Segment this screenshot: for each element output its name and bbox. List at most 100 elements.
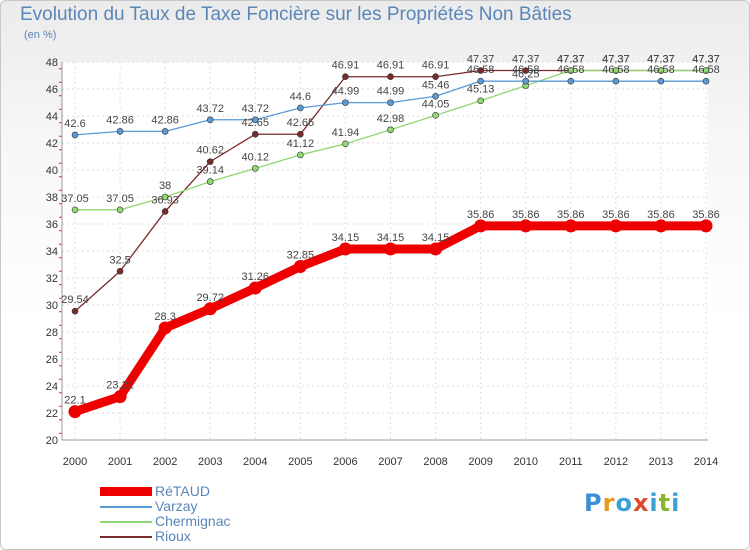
data-label-1: 46.58 bbox=[467, 64, 495, 76]
data-point-2 bbox=[477, 97, 484, 105]
data-point-1 bbox=[206, 116, 214, 124]
data-point-0 bbox=[68, 405, 82, 419]
legend-label-varzay: Varzay bbox=[155, 498, 198, 514]
x-tick-label: 2013 bbox=[649, 456, 673, 468]
data-point-1 bbox=[297, 104, 304, 112]
data-label-2: 47.37 bbox=[602, 54, 630, 66]
data-point-2 bbox=[612, 67, 620, 74]
y-tick-label: 44 bbox=[46, 111, 58, 123]
data-label-3: 47.37 bbox=[467, 54, 495, 66]
y-tick-label: 48 bbox=[46, 57, 58, 69]
legend-item-rioux: Rioux bbox=[100, 528, 300, 544]
data-point-1 bbox=[702, 77, 710, 85]
data-point-0 bbox=[293, 260, 307, 274]
data-label-1: 44.99 bbox=[332, 86, 360, 98]
data-label-1: 46.58 bbox=[602, 64, 630, 76]
legend-label-rioux: Rioux bbox=[155, 528, 191, 544]
data-label-1: 46.58 bbox=[512, 64, 540, 76]
data-point-3 bbox=[342, 73, 349, 81]
y-tick-label: 24 bbox=[46, 381, 58, 393]
y-tick-label: 22 bbox=[46, 408, 58, 420]
data-point-1 bbox=[612, 77, 620, 85]
data-point-0 bbox=[113, 390, 127, 404]
data-label-3: 47.37 bbox=[512, 54, 540, 66]
data-label-3: 47.37 bbox=[602, 54, 630, 66]
legend-label-retaud: RéTAUD bbox=[155, 483, 210, 499]
data-label-2: 37.05 bbox=[61, 193, 89, 205]
data-label-3: 47.37 bbox=[647, 54, 675, 66]
data-point-2 bbox=[432, 112, 439, 119]
legend: RéTAUD Varzay Chermignac Rioux bbox=[100, 483, 300, 544]
data-point-0 bbox=[609, 219, 623, 233]
data-label-1: 43.72 bbox=[242, 103, 270, 115]
data-label-0: 23.21 bbox=[106, 380, 134, 392]
data-label-0: 31.26 bbox=[242, 271, 270, 283]
y-tick-label: 34 bbox=[46, 246, 58, 258]
data-label-2: 38 bbox=[159, 180, 171, 192]
data-label-0: 29.72 bbox=[196, 292, 224, 304]
data-point-1 bbox=[567, 77, 575, 85]
data-point-1 bbox=[161, 128, 169, 135]
data-point-3 bbox=[477, 67, 484, 74]
data-label-3: 46.91 bbox=[377, 60, 405, 72]
y-tick-label: 42 bbox=[46, 138, 58, 150]
data-label-1: 46.58 bbox=[647, 64, 675, 76]
y-tick-label: 32 bbox=[46, 273, 58, 285]
data-point-2 bbox=[71, 206, 79, 214]
data-point-1 bbox=[387, 99, 394, 106]
data-label-3: 47.37 bbox=[692, 54, 720, 66]
y-tick-label: 38 bbox=[46, 192, 58, 204]
x-tick-label: 2012 bbox=[604, 456, 628, 468]
data-label-3: 32.5 bbox=[109, 254, 130, 266]
data-point-2 bbox=[206, 178, 214, 185]
data-label-2: 39.14 bbox=[196, 165, 224, 177]
x-tick-label: 2008 bbox=[423, 456, 447, 468]
data-label-0: 34.15 bbox=[422, 232, 450, 244]
data-point-3 bbox=[71, 307, 79, 315]
x-tick-label: 2010 bbox=[513, 456, 537, 468]
y-tick-label: 36 bbox=[46, 219, 58, 231]
data-label-1: 43.72 bbox=[196, 103, 224, 115]
data-point-1 bbox=[342, 99, 349, 106]
data-point-3 bbox=[297, 130, 304, 138]
data-point-1 bbox=[71, 131, 79, 139]
data-point-1 bbox=[657, 77, 665, 85]
y-tick-label: 26 bbox=[46, 354, 58, 366]
data-label-1: 42.86 bbox=[151, 114, 179, 126]
data-point-0 bbox=[248, 281, 262, 295]
proxiti-logo: Proxiti bbox=[584, 489, 681, 517]
data-point-2 bbox=[702, 67, 710, 74]
data-label-0: 35.86 bbox=[602, 209, 630, 221]
data-point-2 bbox=[297, 151, 304, 159]
data-label-0: 34.15 bbox=[377, 232, 405, 244]
data-point-3 bbox=[387, 73, 394, 81]
data-point-0 bbox=[654, 219, 668, 233]
data-label-2: 47.37 bbox=[557, 54, 585, 66]
y-tick-label: 40 bbox=[46, 165, 58, 177]
data-point-3 bbox=[522, 67, 530, 74]
y-tick-label: 28 bbox=[46, 327, 58, 339]
x-tick-label: 2003 bbox=[198, 456, 222, 468]
data-label-3: 29.54 bbox=[61, 294, 89, 306]
data-label-3: 42.65 bbox=[242, 117, 270, 129]
data-label-2: 45.13 bbox=[467, 84, 495, 96]
data-point-1 bbox=[432, 92, 439, 100]
data-label-2: 40.12 bbox=[242, 151, 270, 163]
data-point-0 bbox=[519, 219, 533, 233]
legend-swatch-varzay bbox=[100, 506, 152, 508]
y-axis-unit: (en %) bbox=[24, 29, 57, 41]
data-label-3: 46.91 bbox=[422, 60, 450, 72]
legend-item-chermignac: Chermignac bbox=[100, 513, 300, 529]
data-label-2: 46.25 bbox=[512, 69, 540, 81]
data-label-0: 32.85 bbox=[287, 250, 315, 262]
data-label-2: 41.94 bbox=[332, 127, 360, 139]
x-tick-label: 2001 bbox=[108, 456, 132, 468]
data-point-1 bbox=[522, 77, 530, 85]
data-label-0: 35.86 bbox=[692, 209, 720, 221]
x-tick-label: 2014 bbox=[694, 456, 718, 468]
data-label-3: 47.37 bbox=[557, 54, 585, 66]
data-point-2 bbox=[116, 206, 124, 214]
data-label-0: 35.86 bbox=[467, 209, 495, 221]
data-point-2 bbox=[387, 126, 394, 134]
